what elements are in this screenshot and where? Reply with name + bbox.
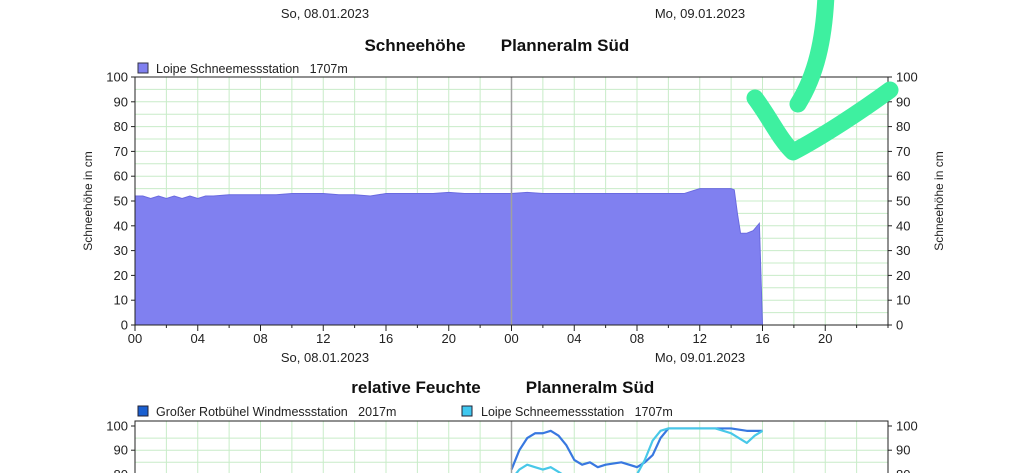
chart2-legend-label-1: Großer Rotbühel Windmessstation 2017m — [156, 405, 396, 419]
chart1-x-tick-label: 00 — [128, 331, 142, 346]
chart1-ylabel-right: Schneehöhe in cm — [932, 151, 946, 250]
chart2-legend-swatch-1 — [137, 405, 149, 417]
chart2-y-tick-label-left: 90 — [114, 443, 128, 458]
chart1-y-tick-labels-right: 0 10 20 30 40 50 60 70 80 90 100 — [888, 70, 918, 333]
chart1-y-tick-label-left: 70 — [114, 144, 128, 159]
chart1-y-tick-label-left: 0 — [121, 318, 128, 333]
chart1-y-tick-label-left: 60 — [114, 169, 128, 184]
chart1-y-tick-labels-left: 0 10 20 30 40 50 60 70 80 90 100 — [106, 70, 135, 333]
chart2-series-line-2 — [515, 427, 764, 473]
chart1-x-tick-label: 16 — [379, 331, 393, 346]
chart1-area-series — [134, 188, 764, 326]
chart1-x-tick-label: 20 — [442, 331, 456, 346]
chart1-date-label-2: Mo, 09.01.2023 — [655, 350, 745, 365]
chart1-y-tick-label-right: 80 — [896, 119, 910, 134]
chart1-y-tick-label-right: 70 — [896, 144, 910, 159]
chart1-y-tick-label-right: 0 — [896, 318, 903, 333]
chart2-series-lines — [510, 427, 764, 473]
chart1-y-tick-label-right: 30 — [896, 243, 910, 258]
top-partial-chart: So, 08.01.2023 Mo, 09.01.2023 — [281, 6, 745, 21]
chart1-legend-swatch — [137, 62, 149, 74]
chart2-subtitle: Planneralm Süd — [526, 378, 654, 397]
chart1-x-tick-label: 08 — [630, 331, 644, 346]
chart1-y-tick-label-right: 90 — [896, 94, 910, 109]
chart1-x-tick-label: 20 — [818, 331, 832, 346]
chart1-y-tick-label-right: 50 — [896, 194, 910, 209]
chart1-y-tick-label-left: 30 — [114, 243, 128, 258]
chart1-y-tick-label-right: 60 — [896, 169, 910, 184]
chart1-x-tick-label: 08 — [253, 331, 267, 346]
chart2-y-tick-label-left: 80 — [114, 467, 128, 473]
chart1-x-tick-label: 16 — [755, 331, 769, 346]
chart2-y-tick-label-right: 90 — [896, 443, 910, 458]
checkmark-annotation-icon — [746, 0, 899, 161]
chart1-title: Schneehöhe — [364, 36, 465, 55]
chart1-x-tick-label: 12 — [316, 331, 330, 346]
top-date-label-2: Mo, 09.01.2023 — [655, 6, 745, 21]
chart1-y-tick-label-left: 20 — [114, 268, 128, 283]
chart1-x-tick-labels: 00 04 08 12 16 20 00 04 08 12 16 20 — [128, 325, 889, 346]
chart1-date-label-1: So, 08.01.2023 — [281, 350, 369, 365]
chart1-x-tick-label: 00 — [504, 331, 518, 346]
chart1-y-tick-label-right: 20 — [896, 268, 910, 283]
chart1-y-tick-label-right: 40 — [896, 218, 910, 233]
chart1-y-tick-label-left: 90 — [114, 94, 128, 109]
chart1-x-tick-label: 04 — [567, 331, 581, 346]
chart2-y-tick-label-right: 100 — [896, 419, 918, 434]
chart1-x-tick-label: 04 — [191, 331, 205, 346]
chart2-y-tick-label-left: 100 — [106, 419, 128, 434]
chart1-subtitle: Planneralm Süd — [501, 36, 629, 55]
top-date-label-1: So, 08.01.2023 — [281, 6, 369, 21]
chart2-y-tick-labels-right: 80 90 100 — [888, 419, 918, 473]
chart2-legend-swatch-2 — [461, 405, 473, 417]
chart2-y-tick-label-right: 80 — [896, 467, 910, 473]
chart1-x-tick-label: 12 — [693, 331, 707, 346]
relative-humidity-chart: relative Feuchte Planneralm Süd Großer R… — [106, 378, 918, 473]
chart2-title: relative Feuchte — [351, 378, 480, 397]
chart1-legend-label: Loipe Schneemessstation 1707m — [156, 62, 348, 76]
chart1-y-tick-label-left: 100 — [106, 70, 128, 85]
chart1-ylabel-left: Schneehöhe in cm — [81, 151, 95, 250]
chart2-y-tick-labels-left: 80 90 100 — [106, 419, 135, 473]
chart1-y-tick-label-left: 10 — [114, 293, 128, 308]
chart1-y-tick-label-left: 80 — [114, 119, 128, 134]
chart1-y-tick-label-left: 50 — [114, 194, 128, 209]
chart2-legend-label-2: Loipe Schneemessstation 1707m — [481, 405, 673, 419]
chart1-y-tick-label-left: 40 — [114, 218, 128, 233]
chart1-y-tick-label-right: 10 — [896, 293, 910, 308]
chart1-y-tick-label-right: 100 — [896, 70, 918, 85]
